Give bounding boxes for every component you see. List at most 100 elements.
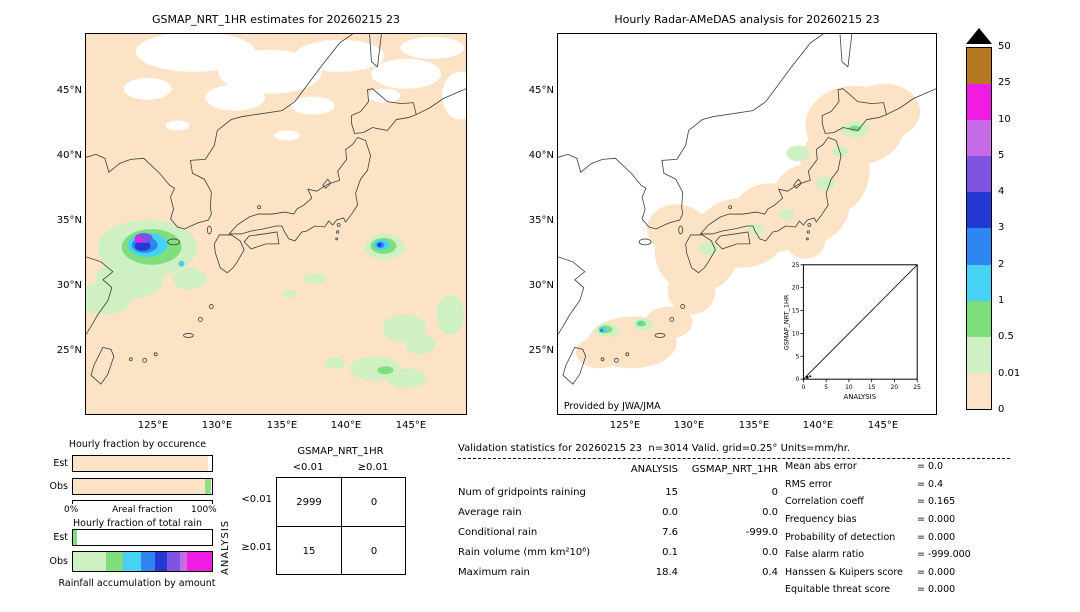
colorbar-label: 3 xyxy=(998,222,1005,233)
inset-xaxis-label: ANALYSIS xyxy=(843,393,876,401)
score-value: 0.4 xyxy=(917,479,943,491)
inset-xtick-label: 20 xyxy=(891,384,899,391)
left-lat-tick: 25°N xyxy=(56,345,82,356)
score-label: Mean abs error xyxy=(785,461,857,472)
total-rain-caption: Rainfall accumulation by amount xyxy=(58,578,216,589)
inset-xtick-label: 25 xyxy=(913,384,921,391)
occurrence-obs-label: Obs xyxy=(49,481,68,492)
right-lon-tick: 135°E xyxy=(738,420,770,431)
inset-ytick-label: 0 xyxy=(796,376,800,383)
right-lat-tick: 40°N xyxy=(528,150,554,161)
coastlines xyxy=(86,34,466,385)
score-value: 0.165 xyxy=(917,496,955,508)
colorbar-segment xyxy=(967,264,991,301)
right-lat-tick: 25°N xyxy=(528,345,554,356)
bar-segment xyxy=(77,530,212,545)
stat-value-gsmap: 0 xyxy=(771,487,778,498)
colorbar-segment xyxy=(967,84,991,121)
stats-row: Maximum rain 18.4 0.4 xyxy=(458,566,778,579)
stats-row: Conditional rain 7.6 -999.0 xyxy=(458,526,778,539)
stats-col-analysis: ANALYSIS xyxy=(630,464,678,475)
inset-xtick-label: 5 xyxy=(824,384,828,391)
right-lon-tick: 145°E xyxy=(867,420,899,431)
occurrence-title: Hourly fraction by occurence xyxy=(68,439,207,450)
score-row: False alarm ratio -999.000 xyxy=(785,549,971,561)
stat-value-analysis: 0.0 xyxy=(662,507,678,518)
inset-ytick-label: 20 xyxy=(792,285,800,292)
occurrence-obs-bar xyxy=(72,478,213,495)
left-lon-tick: 140°E xyxy=(330,420,362,431)
stat-label: Conditional rain xyxy=(458,527,538,538)
stat-value-analysis: 15 xyxy=(665,487,678,498)
bar-segment xyxy=(179,552,187,571)
contingency-cell: 0 xyxy=(370,496,378,508)
dashed-divider xyxy=(458,458,1010,459)
contingency-table: 2999 0 15 0 xyxy=(276,477,406,575)
right-lon-tick: 140°E xyxy=(802,420,834,431)
stat-label: Average rain xyxy=(458,507,522,518)
score-row: Equitable threat score 0.000 xyxy=(785,584,955,596)
total-rain-title: Hourly fraction of total rain xyxy=(73,518,202,529)
inset-ytick-label: 5 xyxy=(796,353,800,360)
radar-coverage xyxy=(575,83,921,369)
inset-ytick-label: 15 xyxy=(792,308,800,315)
stat-value-gsmap: 0.0 xyxy=(762,507,778,518)
stat-label: Num of gridpoints raining xyxy=(458,487,586,498)
inset-ytick-label: 10 xyxy=(792,330,800,337)
contingency-col-group: GSMAP_NRT_1HR xyxy=(297,446,384,457)
colorbar-over-triangle xyxy=(966,28,992,44)
colorbar-segment xyxy=(967,372,991,409)
inset-xtick-label: 15 xyxy=(868,384,876,391)
total-rain-est-bar xyxy=(72,529,213,546)
score-value: 0.000 xyxy=(917,567,955,579)
left-lat-tick: 30°N xyxy=(56,280,82,291)
right-map-title: Hourly Radar-AMeDAS analysis for 2026021… xyxy=(614,13,880,26)
stats-row: Average rain 0.0 0.0 xyxy=(458,506,778,519)
colorbar-segment xyxy=(967,300,991,337)
score-value: 0.0 xyxy=(917,461,943,473)
total-rain-est-label: Est xyxy=(53,532,68,543)
score-row: Hanssen & Kuipers score 0.000 xyxy=(785,567,955,579)
score-value: 0.000 xyxy=(917,514,955,526)
no-data-patches xyxy=(123,34,466,141)
colorbar-label: 50 xyxy=(998,41,1011,52)
right-map-svg: 0 5 10 15 20 25 0 5 10 15 20 25 ANALYSIS… xyxy=(558,34,936,412)
colorbar-label: 0.01 xyxy=(998,368,1021,379)
score-label: False alarm ratio xyxy=(785,549,865,560)
total-rain-obs-label: Obs xyxy=(49,556,68,567)
colorbar-label: 0 xyxy=(998,404,1005,415)
right-map: 0 5 10 15 20 25 0 5 10 15 20 25 ANALYSIS… xyxy=(557,33,937,415)
bar-segment xyxy=(73,552,107,571)
left-map xyxy=(85,33,467,415)
bar-segment xyxy=(210,479,212,494)
bar-segment xyxy=(73,456,208,471)
score-label: RMS error xyxy=(785,479,832,490)
bar-segment xyxy=(106,552,124,571)
bar-segment xyxy=(123,552,142,571)
contingency-col-label: <0.01 xyxy=(292,462,324,473)
stat-value-gsmap: -999.0 xyxy=(745,527,778,538)
score-row: Frequency bias 0.000 xyxy=(785,514,955,526)
occurrence-xlabel: Areal fraction xyxy=(112,505,173,515)
stat-value-analysis: 0.1 xyxy=(662,547,678,558)
left-lat-tick: 40°N xyxy=(56,150,82,161)
right-lat-tick: 45°N xyxy=(528,85,554,96)
contingency-cell: 0 xyxy=(370,545,378,557)
scatter-point xyxy=(809,375,812,378)
credit-text: Provided by JWA/JMA xyxy=(564,401,661,412)
colorbar-segment xyxy=(967,48,991,85)
scatter-point xyxy=(806,375,809,379)
colorbar-segment xyxy=(967,228,991,265)
occurrence-xmin: 0% xyxy=(64,505,79,515)
right-lon-tick: 125°E xyxy=(609,420,641,431)
bar-segment xyxy=(73,530,78,545)
stats-header-spacer xyxy=(458,463,618,476)
colorbar xyxy=(966,47,992,410)
stat-value-analysis: 18.4 xyxy=(655,567,678,578)
inset-yaxis-label: GSMAP_NRT_1HR xyxy=(783,294,791,350)
colorbar-label: 5 xyxy=(998,150,1005,161)
stat-value-gsmap: 0.0 xyxy=(762,547,778,558)
bar-segment xyxy=(154,552,168,571)
total-rain-obs-bar xyxy=(72,551,213,572)
